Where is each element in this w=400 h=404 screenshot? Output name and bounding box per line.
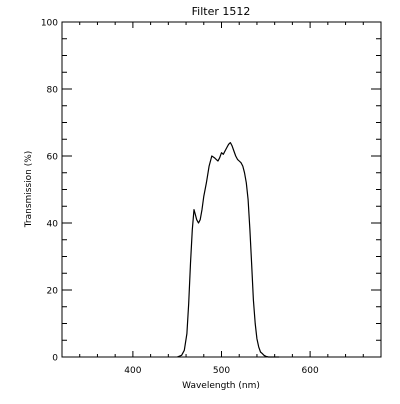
y-tick-label: 60 — [47, 153, 59, 163]
y-tick-label: 40 — [47, 220, 59, 230]
axes — [61, 21, 382, 358]
chart-title: Filter 1512 — [192, 5, 251, 18]
x-tick-label: 500 — [213, 366, 230, 376]
x-tick-label: 600 — [302, 366, 319, 376]
y-tick-label: 80 — [47, 86, 59, 96]
plot-frame — [61, 21, 382, 358]
y-axis-label: Transmission (%) — [24, 151, 34, 229]
ticks: 400 500 600 0 20 40 60 80 100 — [41, 19, 382, 376]
x-axis-label: Wavelength (nm) — [182, 381, 260, 391]
y-tick-label: 100 — [41, 19, 58, 29]
y-tick-label: 0 — [52, 354, 58, 364]
transmission-series-line — [176, 142, 280, 358]
y-tick-label: 20 — [47, 287, 59, 297]
series-layer — [176, 142, 280, 358]
x-tick-label: 400 — [124, 366, 141, 376]
